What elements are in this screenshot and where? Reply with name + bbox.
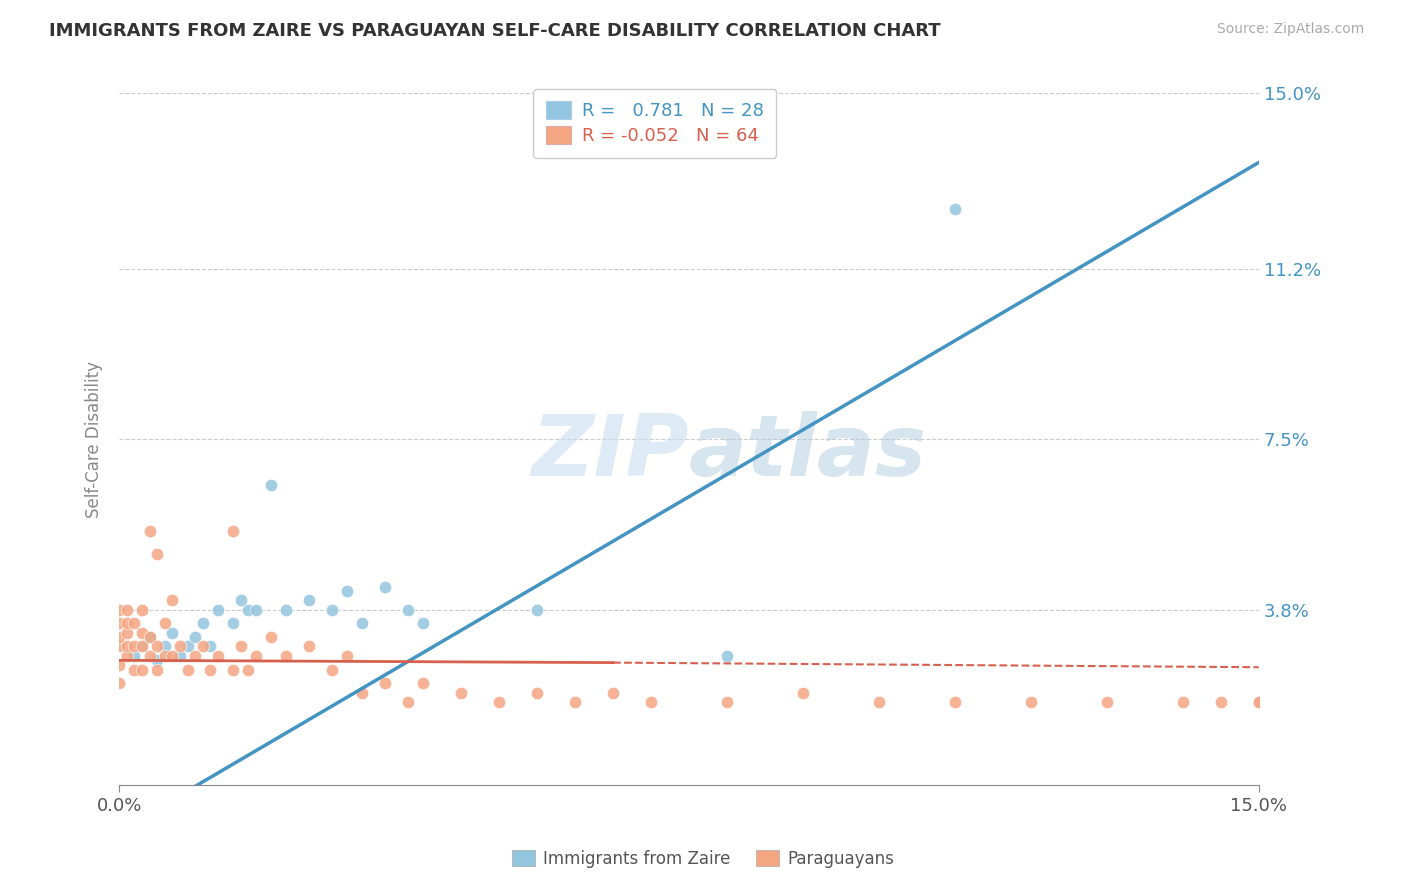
Point — [352, 685, 374, 699]
Point — [138, 524, 160, 539]
Point — [115, 602, 138, 616]
Point — [138, 630, 160, 644]
Point — [374, 676, 396, 690]
Point — [260, 630, 283, 644]
Point — [336, 584, 359, 599]
Point — [124, 663, 146, 677]
Point — [321, 602, 343, 616]
Point — [184, 630, 207, 644]
Point — [169, 648, 191, 663]
Point — [115, 625, 138, 640]
Point — [1171, 695, 1194, 709]
Point — [1209, 695, 1232, 709]
Point — [131, 640, 153, 654]
Point — [450, 685, 472, 699]
Point — [200, 663, 222, 677]
Point — [1095, 695, 1118, 709]
Point — [115, 616, 138, 631]
Point — [200, 640, 222, 654]
Point — [176, 663, 198, 677]
Point — [526, 685, 548, 699]
Point — [412, 676, 434, 690]
Point — [1247, 695, 1270, 709]
Point — [238, 602, 260, 616]
Text: Source: ZipAtlas.com: Source: ZipAtlas.com — [1216, 22, 1364, 37]
Point — [1247, 695, 1270, 709]
Point — [716, 648, 738, 663]
Point — [124, 616, 146, 631]
Point — [169, 640, 191, 654]
Text: IMMIGRANTS FROM ZAIRE VS PARAGUAYAN SELF-CARE DISABILITY CORRELATION CHART: IMMIGRANTS FROM ZAIRE VS PARAGUAYAN SELF… — [49, 22, 941, 40]
Y-axis label: Self-Care Disability: Self-Care Disability — [86, 360, 103, 517]
Point — [108, 657, 131, 672]
Point — [238, 663, 260, 677]
Point — [298, 640, 321, 654]
Point — [276, 648, 298, 663]
Point — [108, 640, 131, 654]
Point — [191, 640, 214, 654]
Point — [153, 616, 176, 631]
Point — [396, 695, 419, 709]
Point — [153, 648, 176, 663]
Point — [108, 616, 131, 631]
Point — [602, 685, 624, 699]
Point — [1019, 695, 1042, 709]
Point — [526, 602, 548, 616]
Point — [943, 202, 966, 216]
Point — [162, 593, 184, 607]
Point — [222, 663, 245, 677]
Point — [207, 648, 229, 663]
Point — [229, 593, 252, 607]
Point — [124, 648, 146, 663]
Point — [124, 640, 146, 654]
Point — [868, 695, 890, 709]
Point — [162, 648, 184, 663]
Point — [245, 648, 267, 663]
Point — [374, 580, 396, 594]
Point — [138, 648, 160, 663]
Point — [298, 593, 321, 607]
Point — [131, 640, 153, 654]
Point — [321, 663, 343, 677]
Point — [336, 648, 359, 663]
Point — [207, 602, 229, 616]
Point — [222, 616, 245, 631]
Point — [222, 524, 245, 539]
Point — [176, 640, 198, 654]
Point — [412, 616, 434, 631]
Point — [943, 695, 966, 709]
Point — [640, 695, 662, 709]
Point — [131, 602, 153, 616]
Text: atlas: atlas — [689, 411, 927, 494]
Point — [115, 648, 138, 663]
Point — [488, 695, 510, 709]
Point — [162, 625, 184, 640]
Point — [138, 630, 160, 644]
Point — [115, 640, 138, 654]
Point — [245, 602, 267, 616]
Point — [108, 602, 131, 616]
Point — [108, 630, 131, 644]
Point — [153, 640, 176, 654]
Point — [352, 616, 374, 631]
Point — [131, 625, 153, 640]
Legend: R =   0.781   N = 28, R = -0.052   N = 64: R = 0.781 N = 28, R = -0.052 N = 64 — [533, 88, 776, 158]
Point — [716, 695, 738, 709]
Legend: Immigrants from Zaire, Paraguayans: Immigrants from Zaire, Paraguayans — [505, 844, 901, 875]
Point — [146, 640, 169, 654]
Point — [792, 685, 814, 699]
Point — [191, 616, 214, 631]
Point — [131, 663, 153, 677]
Point — [108, 676, 131, 690]
Point — [260, 478, 283, 492]
Point — [564, 695, 586, 709]
Point — [396, 602, 419, 616]
Point — [184, 648, 207, 663]
Point — [146, 653, 169, 667]
Text: ZIP: ZIP — [531, 411, 689, 494]
Point — [146, 547, 169, 561]
Point — [229, 640, 252, 654]
Point — [146, 663, 169, 677]
Point — [276, 602, 298, 616]
